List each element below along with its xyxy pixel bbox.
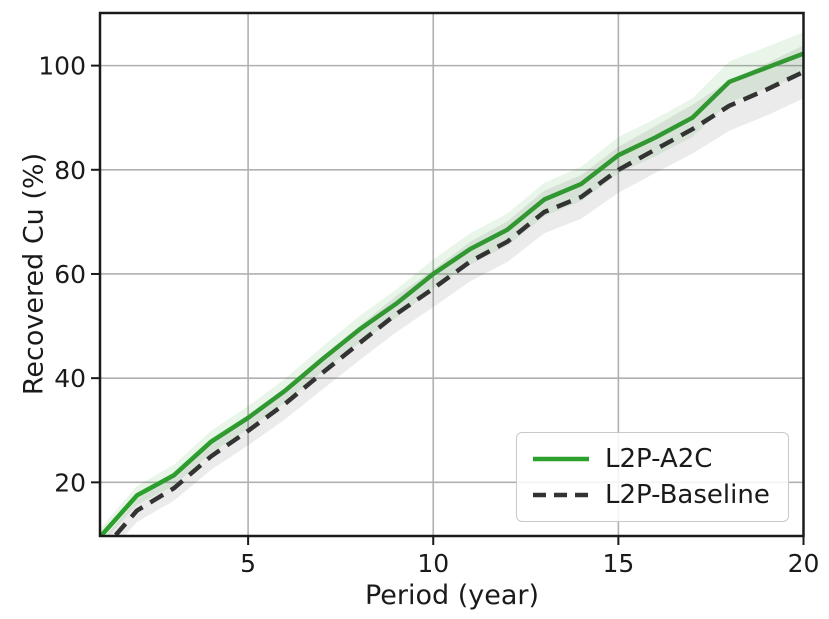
legend-dashed-line-sample — [533, 492, 589, 497]
y-tick-label-40: 40 — [54, 364, 86, 393]
legend-entry-l2p-a2c: L2P-A2C — [531, 446, 774, 472]
x-tick-label-5: 5 — [240, 549, 256, 578]
legend-label-l2p-a2c: L2P-A2C — [605, 444, 713, 475]
plot-area-spines — [98, 11, 805, 538]
x-tick-label-10: 10 — [417, 549, 449, 578]
legend-solid-line-sample — [533, 457, 589, 462]
y-tick-label-100: 100 — [38, 52, 86, 81]
confidence-band-l2p-baseline — [105, 45, 804, 536]
series-line-l2p-a2c — [100, 51, 804, 536]
y-axis-label: Recovered Cu (%) — [18, 152, 50, 396]
legend: L2P-A2C L2P-Baseline — [516, 432, 789, 522]
legend-entry-l2p-baseline: L2P-Baseline — [531, 482, 774, 508]
legend-label-l2p-baseline: L2P-Baseline — [605, 479, 770, 510]
y-tick-label-80: 80 — [54, 156, 86, 185]
confidence-band-l2p-a2c — [100, 32, 804, 536]
y-tick-label-20: 20 — [54, 468, 86, 497]
y-tick-label-60: 60 — [54, 260, 86, 289]
series-line-l2p-baseline — [111, 69, 804, 536]
x-tick-label-15: 15 — [602, 549, 634, 578]
x-axis-label: Period (year) — [364, 580, 540, 611]
x-tick-label-20: 20 — [788, 549, 820, 578]
